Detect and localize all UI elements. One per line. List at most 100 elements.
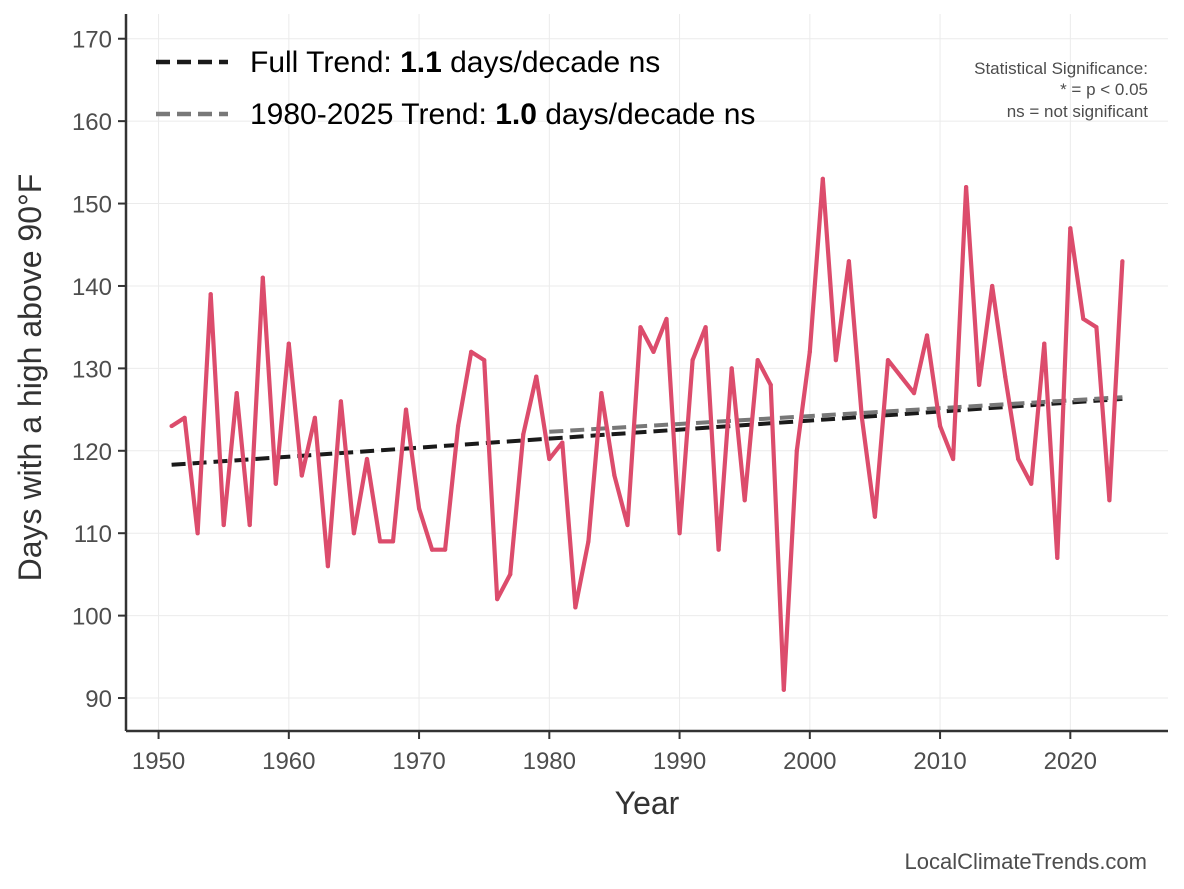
data-point bbox=[221, 522, 226, 528]
source-label: LocalClimateTrends.com bbox=[905, 849, 1148, 874]
significance-line: Statistical Significance: bbox=[974, 59, 1148, 78]
data-point bbox=[416, 506, 422, 511]
data-point bbox=[182, 415, 187, 420]
x-tick-label: 1990 bbox=[653, 748, 706, 775]
data-series-line bbox=[170, 176, 1125, 692]
data-point bbox=[429, 547, 435, 552]
data-point bbox=[495, 597, 500, 602]
data-point bbox=[351, 531, 357, 536]
data-point bbox=[456, 423, 461, 429]
x-tick-label: 1970 bbox=[392, 748, 445, 775]
data-point bbox=[1042, 341, 1047, 346]
data-point bbox=[872, 514, 878, 519]
data-point bbox=[508, 572, 513, 577]
data-point bbox=[195, 531, 200, 536]
significance-line: ns = not significant bbox=[1007, 102, 1149, 121]
data-point bbox=[964, 184, 969, 190]
data-point bbox=[377, 539, 383, 544]
data-point bbox=[729, 366, 734, 371]
legend-value: 1.0 bbox=[495, 98, 537, 131]
data-point bbox=[651, 349, 656, 354]
data-point bbox=[338, 399, 344, 404]
data-point bbox=[768, 382, 773, 387]
x-tick-label: 1980 bbox=[523, 748, 576, 775]
data-point bbox=[1055, 555, 1060, 561]
recent-trend-line bbox=[549, 395, 1123, 434]
x-tick-label: 2020 bbox=[1044, 748, 1097, 775]
data-point bbox=[1016, 456, 1021, 462]
data-point bbox=[573, 605, 578, 610]
data-point bbox=[859, 415, 865, 420]
data-point bbox=[977, 382, 982, 387]
data-point bbox=[234, 391, 239, 396]
data-point bbox=[169, 423, 174, 429]
data-point bbox=[937, 423, 943, 429]
x-tick-label: 2010 bbox=[913, 748, 966, 775]
data-point bbox=[742, 498, 747, 503]
data-point bbox=[1068, 226, 1073, 231]
series-layer bbox=[169, 176, 1125, 692]
data-point bbox=[469, 349, 474, 354]
data-point bbox=[690, 358, 695, 363]
x-tick-label: 2000 bbox=[783, 748, 836, 775]
data-point bbox=[586, 539, 591, 544]
data-point bbox=[885, 358, 891, 363]
data-point bbox=[260, 275, 265, 280]
legend-entry-full-trend: Full Trend: 1.1 days/decade ns bbox=[250, 46, 660, 79]
x-ticks: 1950 1960 1970 1980 1990 2000 2010 2020 bbox=[132, 731, 1097, 775]
data-point bbox=[1120, 259, 1125, 264]
y-axis-title: Days with a high above 90°F bbox=[12, 174, 48, 582]
data-point bbox=[638, 325, 643, 330]
axes bbox=[124, 14, 1168, 733]
significance-line: * = p < 0.05 bbox=[1060, 80, 1148, 99]
data-point bbox=[390, 539, 396, 544]
y-tick-label: 170 bbox=[72, 27, 112, 54]
x-tick-label: 1950 bbox=[132, 748, 185, 775]
data-point bbox=[716, 547, 721, 552]
legend-entry-recent-trend: 1980-2025 Trend: 1.0 days/decade ns bbox=[250, 98, 755, 131]
data-point bbox=[208, 292, 213, 297]
y-tick-label: 130 bbox=[72, 356, 112, 383]
data-point bbox=[521, 432, 526, 437]
data-point bbox=[325, 564, 330, 569]
legend-value: 1.1 bbox=[400, 46, 442, 79]
data-point bbox=[364, 456, 370, 462]
data-point bbox=[781, 687, 786, 692]
legend-suffix: days/decade ns bbox=[537, 98, 755, 131]
data-point bbox=[560, 440, 565, 445]
data-point bbox=[664, 316, 669, 322]
data-point bbox=[677, 531, 682, 536]
legend-suffix: days/decade ns bbox=[442, 46, 660, 79]
data-point bbox=[286, 341, 291, 346]
data-point bbox=[443, 547, 448, 552]
data-point bbox=[534, 374, 539, 379]
data-point bbox=[403, 407, 409, 412]
data-point bbox=[599, 391, 604, 396]
data-point bbox=[833, 358, 838, 363]
x-tick-label: 1960 bbox=[262, 748, 315, 775]
data-point bbox=[612, 473, 617, 478]
y-tick-label: 120 bbox=[72, 439, 112, 466]
data-point bbox=[547, 456, 552, 462]
y-tick-label: 90 bbox=[85, 686, 112, 713]
data-point bbox=[312, 415, 317, 420]
data-point bbox=[1029, 481, 1034, 486]
full-trend-line bbox=[171, 396, 1123, 467]
x-axis-title: Year bbox=[615, 785, 680, 821]
data-point bbox=[990, 283, 995, 289]
y-tick-label: 100 bbox=[72, 604, 112, 631]
legend-prefix: 1980-2025 Trend: bbox=[250, 98, 495, 131]
data-point bbox=[625, 522, 630, 528]
legend-prefix: Full Trend: bbox=[250, 46, 400, 79]
legend: Full Trend: 1.1 days/decade ns 1980-2025… bbox=[156, 46, 755, 131]
data-point bbox=[755, 358, 760, 363]
data-point bbox=[247, 522, 252, 528]
data-point bbox=[703, 325, 708, 330]
y-tick-label: 140 bbox=[72, 274, 112, 301]
grid bbox=[126, 14, 1168, 731]
data-point bbox=[807, 349, 812, 354]
data-point bbox=[273, 481, 278, 486]
data-point bbox=[924, 333, 930, 338]
data-point bbox=[482, 358, 487, 363]
y-ticks: 90 100 110 120 130 140 150 160 170 bbox=[72, 27, 126, 713]
